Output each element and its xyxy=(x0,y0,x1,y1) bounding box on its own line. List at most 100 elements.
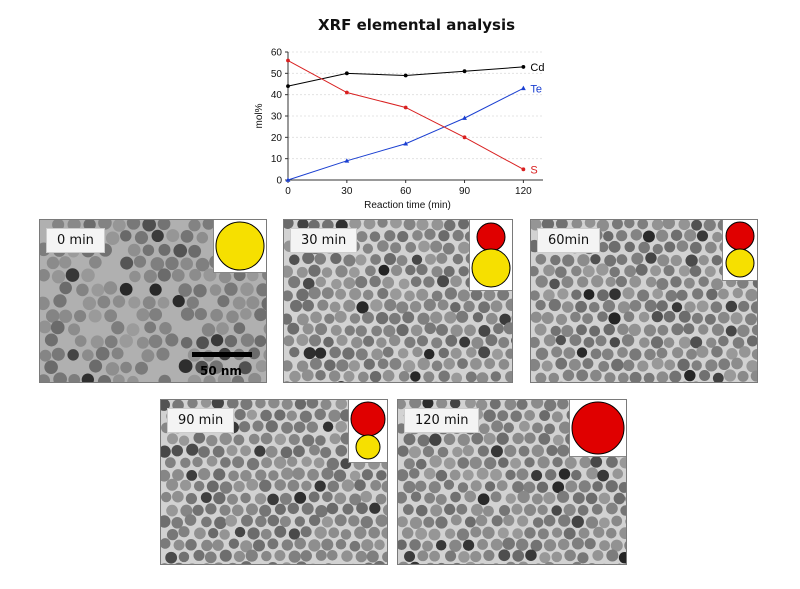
nanocrystal xyxy=(462,539,475,551)
nanocrystal xyxy=(689,265,702,277)
nanocrystal xyxy=(551,505,562,516)
nanocrystal xyxy=(293,445,305,458)
nanocrystal xyxy=(656,229,669,242)
nanocrystal xyxy=(315,505,328,518)
nanocrystal xyxy=(601,348,614,361)
nanocrystal xyxy=(704,313,716,325)
tem-panel-90min: 90 min xyxy=(160,399,388,565)
nanocrystal xyxy=(341,550,353,562)
nanocrystal xyxy=(457,289,470,302)
nanocrystal xyxy=(180,229,194,243)
nanocrystal xyxy=(384,252,397,265)
nanocrystal xyxy=(631,252,644,265)
nanocrystal xyxy=(466,347,477,358)
nanocrystal xyxy=(194,307,207,321)
nanocrystal xyxy=(531,311,542,323)
nanocrystal xyxy=(537,504,548,516)
nanocrystal xyxy=(111,347,124,360)
nanocrystal xyxy=(376,470,387,481)
nanocrystal xyxy=(415,527,428,540)
nanocrystal xyxy=(737,370,749,382)
nanocrystal xyxy=(287,502,299,515)
nanocrystal xyxy=(234,526,246,538)
nanocrystal xyxy=(200,400,212,408)
cds-sphere xyxy=(571,401,625,455)
nanocrystal xyxy=(232,296,246,310)
nanocrystal xyxy=(335,539,347,550)
nanocrystal xyxy=(405,242,417,253)
nanocrystal xyxy=(572,492,585,505)
nanocrystal xyxy=(429,550,440,562)
nanocrystal xyxy=(606,549,619,562)
nanocrystal xyxy=(635,263,648,276)
nanocrystal xyxy=(217,295,230,308)
nanocrystal xyxy=(459,336,471,348)
nanocrystal xyxy=(577,276,589,288)
nanocrystal xyxy=(196,336,209,350)
x-tick-label: 0 xyxy=(285,186,291,197)
nanocrystal xyxy=(375,311,389,325)
nanocrystal xyxy=(505,469,516,480)
nanocrystal xyxy=(511,315,512,321)
nanocrystal xyxy=(404,551,416,563)
nanocrystal xyxy=(241,561,252,564)
nanocrystal xyxy=(602,299,616,313)
nanocrystal xyxy=(334,492,347,505)
nanocrystal xyxy=(254,335,266,348)
nanocrystal xyxy=(144,321,157,334)
nanocrystal xyxy=(274,409,286,421)
nanocrystal xyxy=(470,480,482,492)
nanocrystal xyxy=(398,400,407,410)
nanocrystal xyxy=(456,503,468,515)
nanocrystal xyxy=(211,400,224,410)
nanocrystal xyxy=(435,539,447,551)
nanocrystal xyxy=(530,539,543,552)
nanocrystal xyxy=(456,310,469,323)
nanocrystal xyxy=(321,287,334,300)
nanocrystal xyxy=(422,446,435,458)
nanocrystal xyxy=(599,517,610,529)
tem-panel-120min: 120 min xyxy=(397,399,627,565)
nanocrystal xyxy=(398,539,407,551)
nanocrystal xyxy=(571,515,584,528)
nanocrystal xyxy=(412,230,423,241)
nanocrystal xyxy=(410,324,423,337)
nanocrystal xyxy=(335,288,347,300)
nanocrystal xyxy=(548,298,561,312)
nanocrystal xyxy=(358,371,369,382)
nanocrystal xyxy=(430,504,443,517)
nanocrystal xyxy=(550,254,561,266)
nanocrystal xyxy=(326,457,340,471)
telluride-sphere xyxy=(471,248,511,288)
nanocrystal xyxy=(81,268,95,283)
nanocrystal xyxy=(260,432,273,445)
nanocrystal xyxy=(321,516,334,528)
nanocrystal xyxy=(671,323,684,336)
nanocrystal xyxy=(134,231,149,245)
nanocrystal xyxy=(751,348,757,360)
nanocrystal xyxy=(478,325,491,337)
nanocrystal xyxy=(104,309,118,323)
nanocrystal xyxy=(450,514,462,526)
nanocrystal xyxy=(203,375,216,382)
nanocrystal xyxy=(512,550,525,562)
nanocrystal xyxy=(292,467,305,480)
nanocrystal xyxy=(597,469,609,482)
nanocrystal xyxy=(175,562,183,564)
data-point-Te xyxy=(403,141,409,146)
nanocrystal xyxy=(417,550,429,562)
nanocrystal xyxy=(650,336,664,349)
nanocrystal xyxy=(490,538,503,551)
nanocrystal xyxy=(227,493,238,505)
nanocrystal xyxy=(725,300,738,313)
nanocrystal xyxy=(664,241,676,253)
nanocrystal xyxy=(343,277,356,290)
nanocrystal xyxy=(398,445,409,457)
nanocrystal xyxy=(498,549,511,562)
nanocrystal xyxy=(489,400,501,410)
xrf-line-chart: 0 10 20 30 40 50 60 0 30 60 90 120 Reaction time (mi… xyxy=(254,48,544,212)
nanocrystal xyxy=(403,480,416,494)
nanocrystal xyxy=(45,309,60,323)
nanocrystal xyxy=(158,374,171,382)
nanocrystal xyxy=(599,540,610,551)
